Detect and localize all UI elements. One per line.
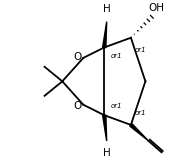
Text: H: H xyxy=(103,4,111,14)
Polygon shape xyxy=(103,22,107,48)
Text: or1: or1 xyxy=(111,103,122,109)
Text: or1: or1 xyxy=(135,47,146,53)
Text: or1: or1 xyxy=(111,53,122,59)
Text: H: H xyxy=(103,148,111,158)
Polygon shape xyxy=(130,124,149,141)
Text: OH: OH xyxy=(148,3,164,13)
Polygon shape xyxy=(103,115,107,141)
Text: O: O xyxy=(73,101,81,111)
Text: or1: or1 xyxy=(135,110,146,116)
Text: O: O xyxy=(73,52,81,62)
